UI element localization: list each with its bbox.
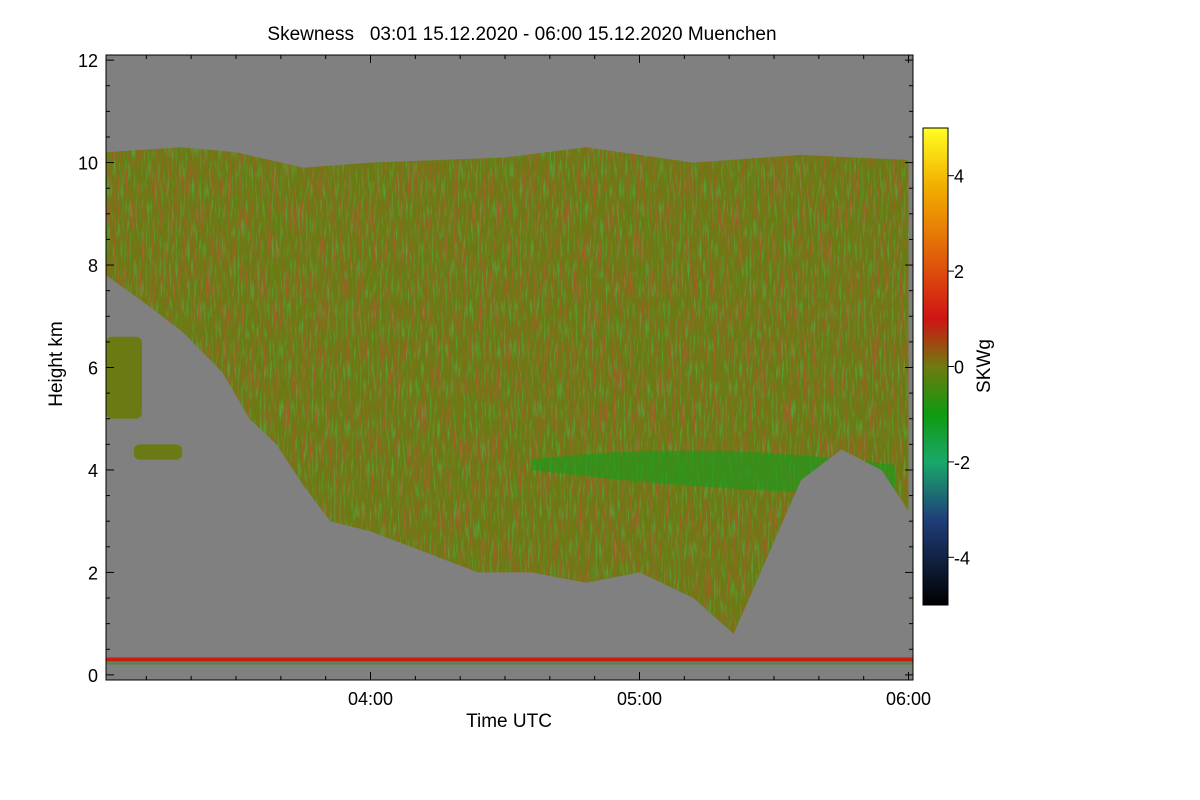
plot-area xyxy=(106,55,913,680)
y-tick-label: 2 xyxy=(88,563,98,583)
x-tick-label: 06:00 xyxy=(886,689,931,709)
colorbar: -4 -2 0 2 4 SKWg xyxy=(922,127,995,606)
y-tick-label: 10 xyxy=(78,154,98,174)
y-tick-label: 0 xyxy=(88,666,98,686)
x-axis-label: Time UTC xyxy=(466,711,552,732)
y-axis-label: Height km xyxy=(46,321,67,407)
surface-band xyxy=(106,657,913,662)
surface-band-lower xyxy=(106,662,913,665)
chart-title: Skewness 03:01 15.12.2020 - 06:00 15.12.… xyxy=(267,24,776,45)
colorbar-scale xyxy=(922,127,949,606)
y-tick-label: 6 xyxy=(88,359,98,379)
y-tick-label: 8 xyxy=(88,256,98,276)
colorbar-tick-label: -2 xyxy=(954,453,970,473)
colorbar-tick-label: 0 xyxy=(954,358,964,378)
y-tick-label: 12 xyxy=(78,51,98,71)
y-tick-label: 4 xyxy=(88,461,98,481)
colorbar-tick-label: 4 xyxy=(954,167,964,187)
y-axis: 0 2 4 6 8 10 12 xyxy=(78,51,913,686)
x-tick-label: 04:00 xyxy=(348,689,393,709)
isolated-cloud-patch xyxy=(133,444,183,460)
colorbar-ticks: -4 -2 0 2 4 xyxy=(948,167,970,568)
isolated-cloud-patch xyxy=(106,336,142,419)
colorbar-tick-label: -4 xyxy=(954,548,970,568)
x-tick-label: 05:00 xyxy=(617,689,662,709)
colorbar-tick-label: 2 xyxy=(954,262,964,282)
x-axis: 04:00 05:00 06:00 xyxy=(145,55,931,709)
colorbar-label: SKWg xyxy=(974,339,995,393)
